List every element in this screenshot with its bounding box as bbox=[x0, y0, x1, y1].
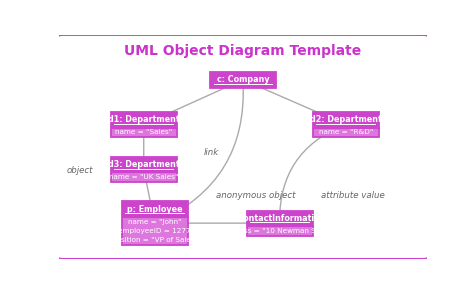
Text: name = "R&D": name = "R&D" bbox=[319, 129, 373, 135]
Bar bbox=[122, 217, 188, 245]
Text: p: Employee: p: Employee bbox=[127, 205, 182, 214]
Text: name = "John": name = "John" bbox=[128, 219, 182, 225]
Bar bbox=[246, 226, 313, 236]
Bar bbox=[110, 157, 177, 173]
Text: name = "Sales": name = "Sales" bbox=[115, 129, 173, 135]
Bar bbox=[210, 72, 276, 88]
Bar bbox=[313, 112, 379, 128]
Text: d2: Department: d2: Department bbox=[310, 115, 382, 124]
FancyBboxPatch shape bbox=[55, 35, 430, 259]
Text: UML Object Diagram Template: UML Object Diagram Template bbox=[124, 44, 362, 58]
Bar bbox=[313, 112, 379, 137]
Text: address = "10 Newman Street": address = "10 Newman Street" bbox=[223, 228, 337, 234]
Text: link: link bbox=[204, 148, 219, 157]
Bar bbox=[110, 112, 177, 137]
Bar bbox=[122, 201, 188, 217]
Text: attribute value: attribute value bbox=[321, 191, 385, 200]
Bar bbox=[110, 128, 177, 137]
Text: d3: Department: d3: Department bbox=[108, 160, 180, 169]
Bar bbox=[110, 112, 177, 128]
Bar bbox=[313, 128, 379, 137]
Text: name = "UK Sales": name = "UK Sales" bbox=[109, 174, 179, 180]
Text: c: Company: c: Company bbox=[217, 75, 269, 84]
Text: object: object bbox=[66, 166, 93, 175]
Bar bbox=[246, 211, 313, 226]
Text: d1: Department: d1: Department bbox=[108, 115, 180, 124]
Bar bbox=[122, 201, 188, 245]
Text: :ContactInformation: :ContactInformation bbox=[234, 214, 325, 223]
Text: position = "VP of Sales": position = "VP of Sales" bbox=[112, 237, 198, 243]
Bar bbox=[110, 173, 177, 182]
Bar bbox=[246, 211, 313, 236]
Text: anonymous object: anonymous object bbox=[216, 191, 295, 200]
Bar bbox=[210, 72, 276, 88]
Text: employeeID = 1277: employeeID = 1277 bbox=[118, 228, 191, 234]
Bar bbox=[110, 157, 177, 182]
